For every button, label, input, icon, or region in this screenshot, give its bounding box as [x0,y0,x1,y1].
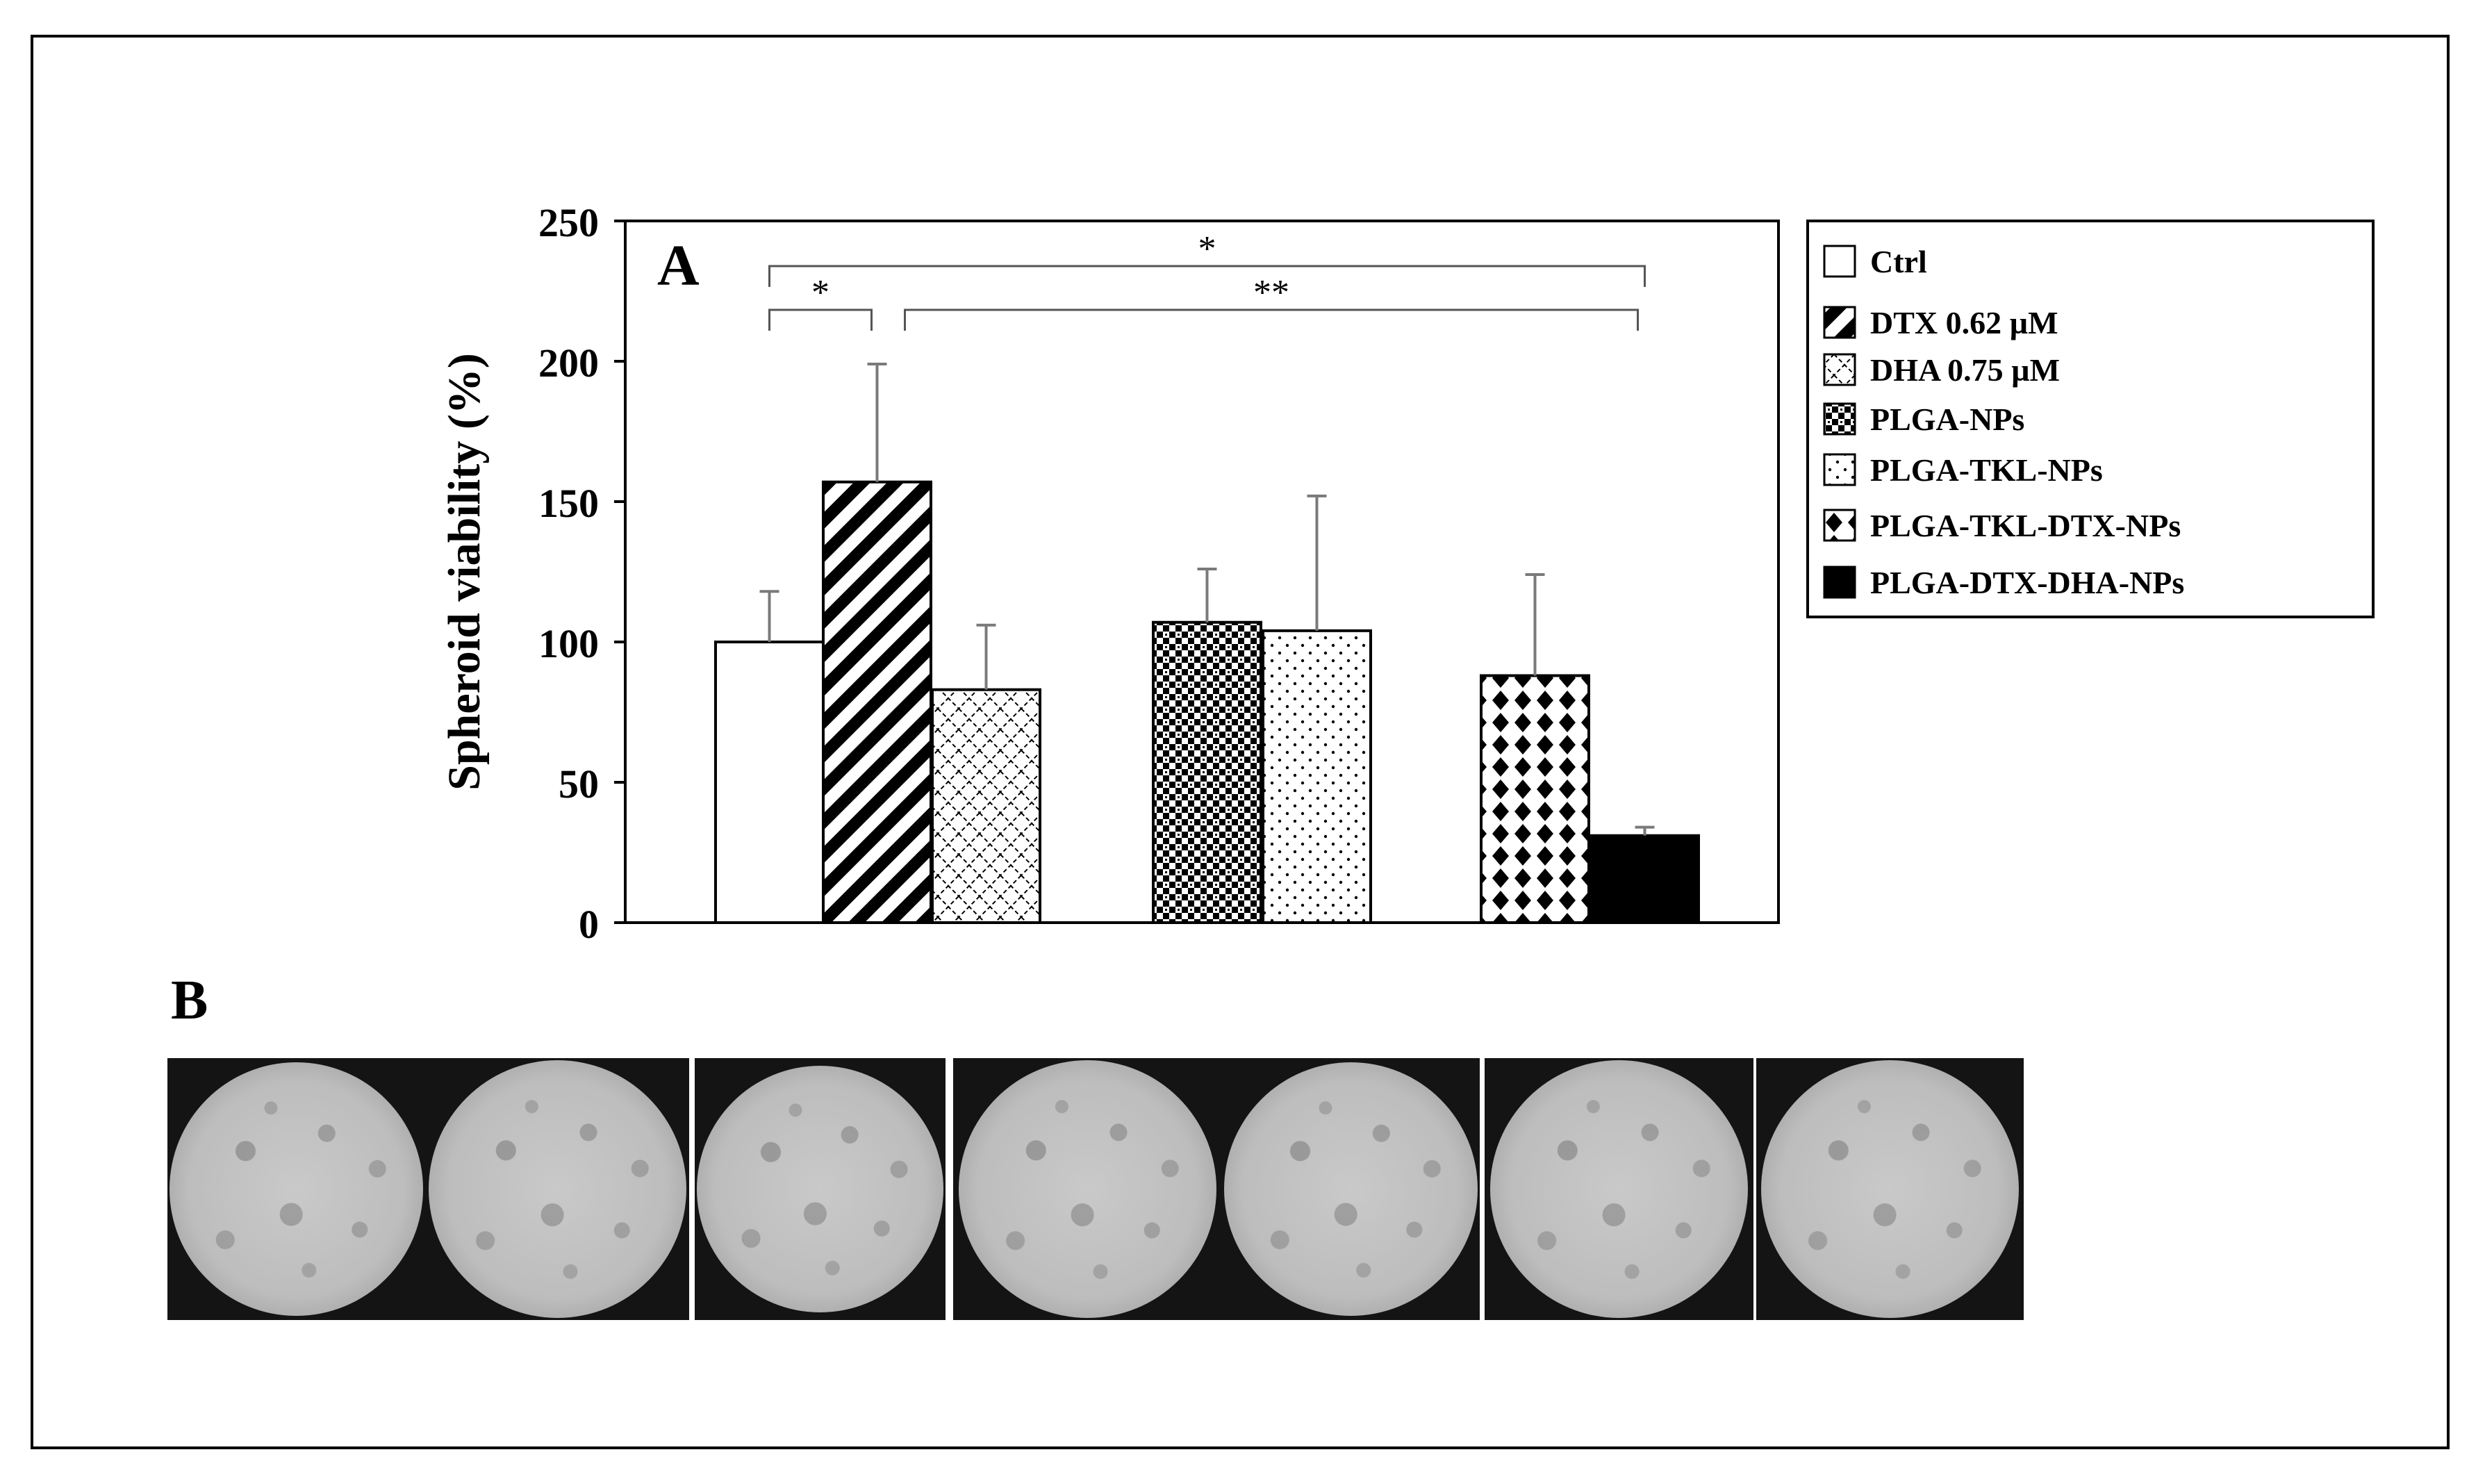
y-tick-label: 250 [538,200,599,245]
significance-label: ** [1253,273,1289,313]
significance-label: * [1198,229,1216,269]
spheroid-image [1756,1058,2024,1320]
spheroid-well-disc [697,1066,943,1312]
bar-plga-tkl-nps [1262,629,1372,925]
legend-label: PLGA-NPs [1870,402,2024,437]
legend: Ctrl DTX 0.62 µM DHA 0.75 µM PLGA-NPs PLGA-T… [1823,244,2184,600]
legend-swatch-plga-tkl-nps [1823,453,1856,486]
y-tick-label: 50 [559,761,599,807]
significance-bracket [768,265,1646,287]
error-bars [759,363,1655,836]
spheroid-well-disc [959,1060,1216,1318]
spheroid-well-disc [428,1060,686,1318]
bar-dha-0-75-m [931,688,1041,924]
y-axis-ticks: 0 50 100 150 200 250 [538,200,625,947]
legend-label: PLGA-DTX-DHA-NPs [1870,565,2184,600]
bar-plga-dtx-dha-nps [1590,834,1700,925]
bar-plga-tkl-dtx-nps [1480,674,1590,924]
significance-bracket [768,308,873,331]
legend-swatch-plga-tkl-dtx-nps [1823,509,1856,542]
spheroid-images-strip [167,1058,2024,1320]
spheroid-well-disc [1761,1060,2019,1318]
legend-label: DTX 0.62 µM [1870,305,2058,340]
spheroid-well-disc [1490,1060,1748,1318]
y-tick-label: 100 [538,621,599,666]
significance-brackets: ** ** [768,229,1646,331]
legend-swatch-plga-nps [1823,402,1856,436]
y-axis-label: Spheroid viability (%) [439,353,490,791]
y-tick-label: 200 [538,340,599,386]
legend-swatch-ctrl [1823,245,1856,278]
legend-swatch-plga-dtx-dha-nps [1823,566,1856,599]
spheroid-well-disc [1224,1062,1478,1316]
spheroid-image [695,1058,946,1320]
panel-a-label: A [657,233,700,298]
spheroid-well-disc [170,1062,423,1316]
legend-label: PLGA-TKL-DTX-NPs [1870,508,2181,543]
spheroid-image [1485,1058,1753,1320]
bar-plga-nps [1152,620,1262,924]
y-tick-label: 150 [538,481,599,526]
legend-label: DHA 0.75 µM [1870,352,2060,388]
significance-label: * [811,273,829,313]
legend-box [1806,220,2375,618]
spheroid-image [167,1058,425,1320]
panel-b-label: B [171,970,208,1031]
spheroid-image [425,1058,689,1320]
legend-label: PLGA-TKL-NPs [1870,452,2103,488]
legend-swatch-dtx-0-62-m [1823,306,1856,339]
y-tick-label: 0 [579,902,599,947]
significance-bracket [904,308,1639,331]
figure-frame [31,35,2450,1449]
legend-swatch-dha-0-75-m [1823,353,1856,386]
spheroid-image [953,1058,1222,1320]
bar-ctrl [714,641,825,924]
bars [714,480,1700,925]
spheroid-image [1222,1058,1480,1320]
legend-label: Ctrl [1870,244,1927,279]
bar-dtx-0-62-m [822,480,932,924]
